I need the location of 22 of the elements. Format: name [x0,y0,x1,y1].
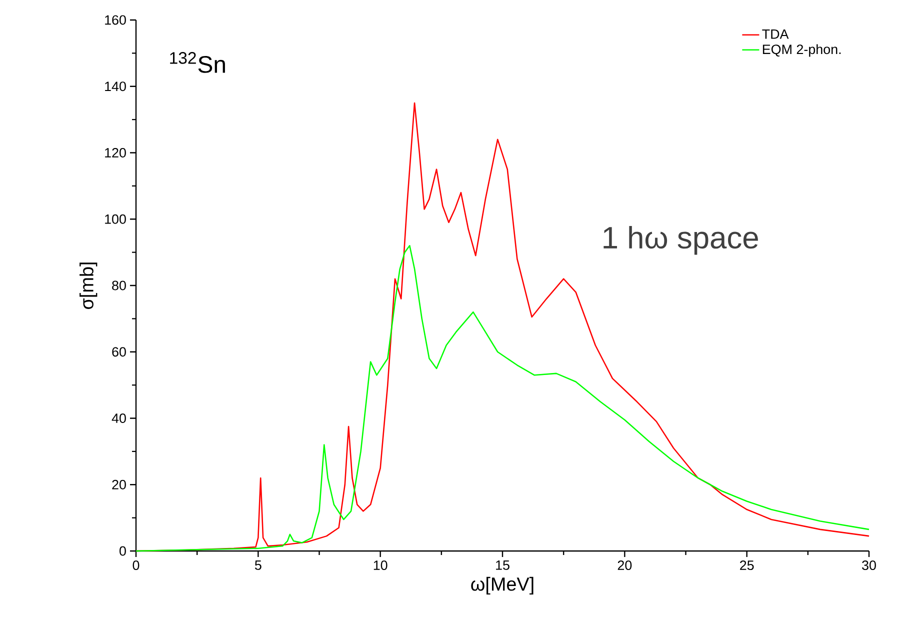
y-axis-title: σ[mb] [80,262,98,309]
y-tick-label: 140 [105,82,126,92]
y-tick-label: 40 [112,413,126,424]
legend-label: TDA [762,29,789,39]
x-tick-label: 20 [618,560,632,570]
x-tick-label: 5 [254,560,262,570]
y-tick-label: 80 [112,280,126,290]
y-tick-label: 20 [112,480,126,490]
annotation: 1 hω space [604,226,758,255]
x-tick-label: 0 [132,560,140,570]
x-tick-label: 30 [862,560,876,570]
legend-label: EQM 2-phon. [762,44,841,57]
x-tick-label: 25 [740,560,754,570]
y-tick-label: 0 [120,546,126,556]
y-tick-label: 120 [105,148,126,158]
y-tick-label: 60 [112,347,126,357]
x-axis-title: ω[MeV] [471,576,534,595]
y-tick-label: 100 [105,214,126,224]
annotation: $^{132}$Sn [170,52,225,73]
x-tick-label: 10 [374,560,388,570]
x-tick-label: 15 [496,560,510,570]
y-tick-label: 160 [105,15,126,25]
